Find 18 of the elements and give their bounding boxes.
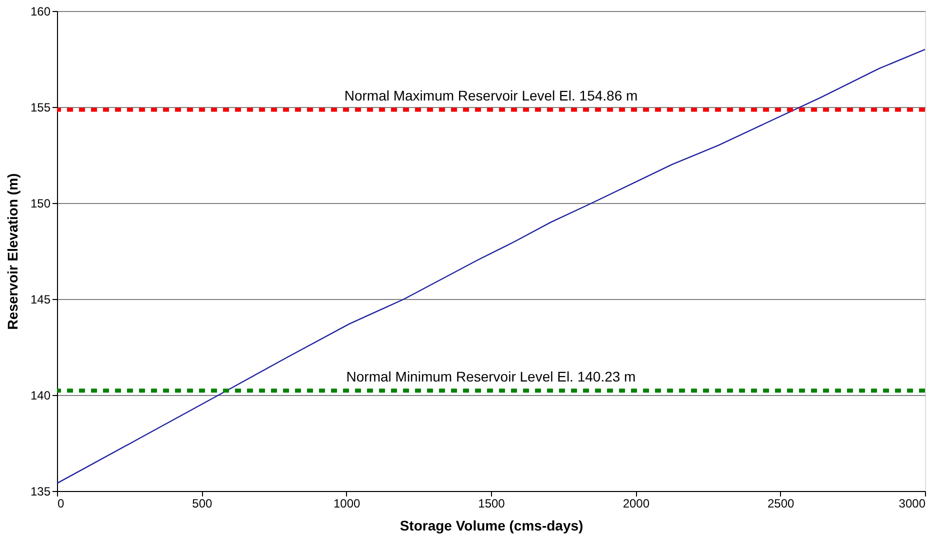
x-tick-label: 2000 xyxy=(622,496,650,510)
y-axis-title: Reservoir Elevation (m) xyxy=(4,173,20,330)
y-tick-label: 150 xyxy=(30,196,51,210)
y-tick-label: 140 xyxy=(30,388,51,402)
line-series xyxy=(56,48,926,484)
x-tick-label: 2500 xyxy=(767,496,795,510)
x-tick-label: 0 xyxy=(58,496,64,510)
y-tick-label: 145 xyxy=(30,292,51,306)
ref-line-label: Normal Maximum Reservoir Level El. 154.86 m xyxy=(344,88,638,104)
ref-line-label: Normal Minimum Reservoir Level El. 140.23 m xyxy=(346,368,636,385)
y-tick-label: 155 xyxy=(30,100,51,114)
x-tick-label: 3000 xyxy=(898,496,926,510)
x-tick-label: 500 xyxy=(192,496,212,510)
y-tick-label: 135 xyxy=(30,484,51,498)
x-axis-title: Storage Volume (cms-days) xyxy=(400,518,584,534)
x-tick-label: 1500 xyxy=(478,496,506,510)
x-tick-label: 1000 xyxy=(333,496,361,510)
y-tick-label: 160 xyxy=(30,4,51,18)
